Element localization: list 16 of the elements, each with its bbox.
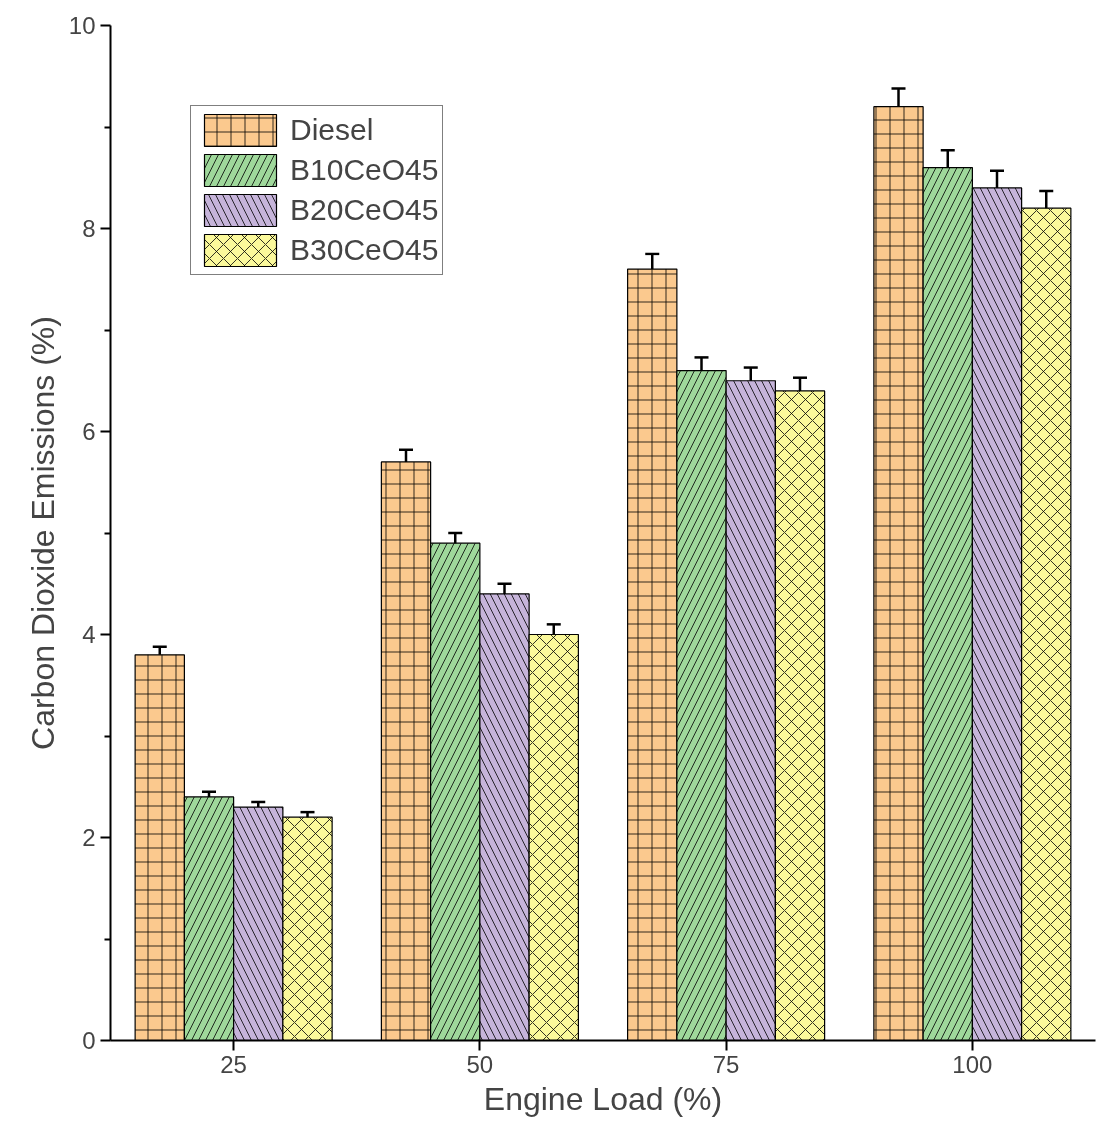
legend-label: B20CeO45: [290, 193, 439, 227]
x-axis-title: Engine Load (%): [483, 1080, 723, 1117]
y-tick-label: 10: [68, 12, 96, 39]
y-axis-title: Carbon Dioxide Emissions (%): [24, 316, 61, 750]
x-tick-label: 100: [952, 1050, 993, 1078]
x-tick-label: 25: [220, 1050, 247, 1078]
legend-label: B10CeO45: [290, 153, 439, 187]
x-tick-label: 50: [466, 1050, 494, 1078]
y-tick-label: 8: [82, 215, 96, 242]
x-tick-label: 75: [712, 1050, 740, 1078]
y-tick-label: 4: [82, 621, 96, 648]
legend-label: Diesel: [290, 113, 374, 147]
legend-label: B30CeO45: [290, 233, 439, 267]
y-tick-label: 2: [82, 824, 96, 851]
y-tick-label: 0: [82, 1027, 96, 1054]
y-tick-label: 6: [82, 418, 96, 445]
